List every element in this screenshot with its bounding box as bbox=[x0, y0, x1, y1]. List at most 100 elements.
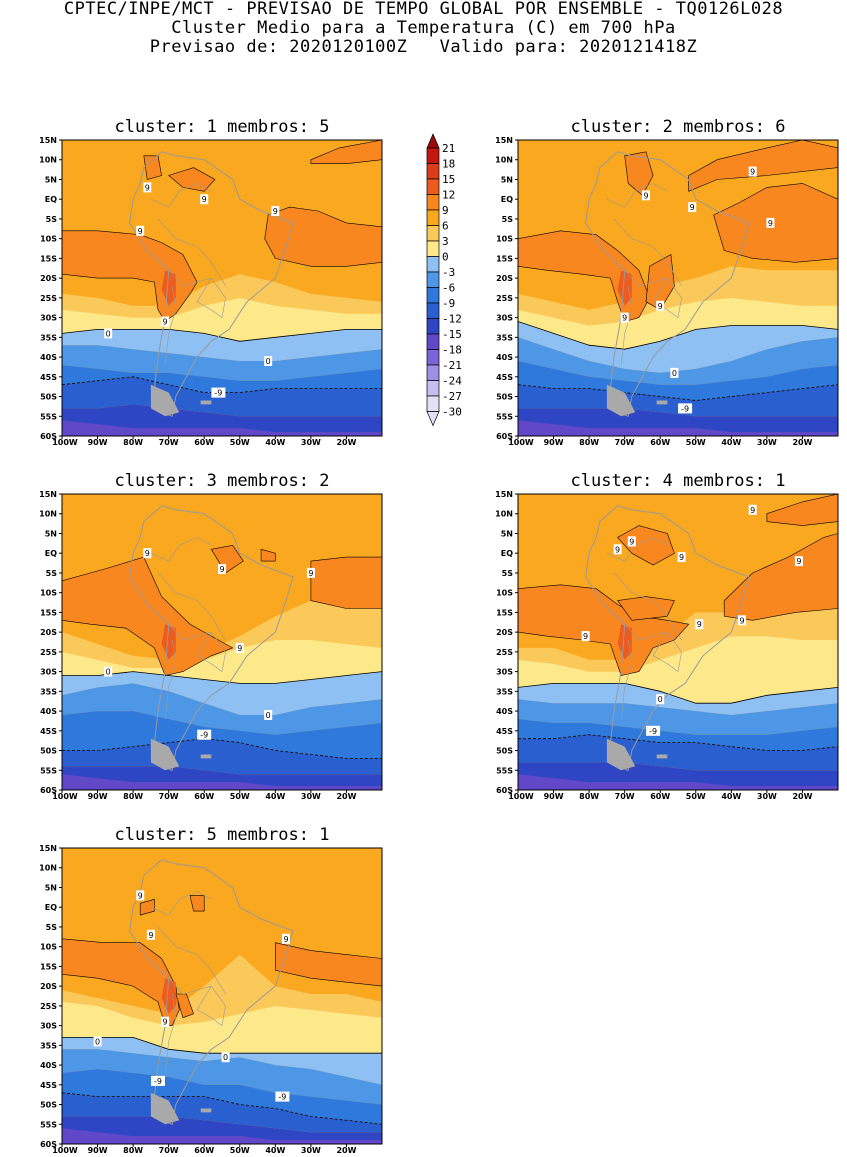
contour-label: 9 bbox=[690, 203, 695, 212]
contour-label-box bbox=[136, 890, 145, 901]
contour-label: 0 bbox=[266, 711, 271, 720]
x-tick-label: 60W bbox=[194, 438, 214, 447]
colorbar-label: -27 bbox=[442, 390, 462, 403]
x-tick-label: 30W bbox=[301, 438, 321, 447]
contour-label: 0 bbox=[658, 695, 663, 704]
contour-label-box bbox=[766, 217, 775, 228]
contour-label: 9 bbox=[629, 537, 634, 546]
y-tick-label: 15S bbox=[40, 608, 57, 617]
colorbar-label: -9 bbox=[442, 297, 455, 310]
band-m6-m3 bbox=[62, 683, 382, 735]
contour-label: 9 bbox=[145, 183, 150, 192]
contour-label: 9 bbox=[283, 935, 288, 944]
band-m3-0 bbox=[518, 321, 838, 373]
contour-label: 9 bbox=[148, 931, 153, 940]
warm-core-12 bbox=[161, 978, 176, 1014]
x-tick-label: 40W bbox=[265, 1146, 285, 1155]
x-tick-label: 70W bbox=[615, 792, 635, 801]
map-frame bbox=[61, 493, 383, 791]
coastline bbox=[129, 151, 294, 417]
contour-label-box bbox=[677, 552, 686, 563]
colorbar-label: 12 bbox=[442, 189, 455, 202]
colorbar-label: 18 bbox=[442, 158, 455, 171]
x-tick-label: 40W bbox=[265, 792, 285, 801]
map-frame bbox=[61, 139, 383, 437]
country-border bbox=[613, 572, 682, 641]
y-tick-label: 10N bbox=[39, 156, 57, 165]
x-tick-label: 30W bbox=[757, 438, 777, 447]
contour-label-box bbox=[104, 328, 113, 339]
y-tick-label: 60S bbox=[40, 432, 57, 441]
patagonia-land bbox=[606, 738, 636, 771]
y-tick-label: 60S bbox=[496, 432, 513, 441]
contour-label: 9 bbox=[138, 891, 143, 900]
country-border bbox=[164, 993, 177, 1074]
falkland-islands bbox=[200, 1108, 212, 1113]
panel-title: cluster: 4 membros: 1 bbox=[571, 471, 786, 491]
colorbar-bottom-arrow bbox=[426, 411, 440, 427]
y-tick-label: 10S bbox=[40, 235, 57, 244]
y-tick-label: 5N bbox=[45, 529, 57, 538]
contour-label-box bbox=[221, 1052, 230, 1063]
colorbar-swatch bbox=[426, 147, 440, 164]
y-tick-label: 35S bbox=[40, 1041, 57, 1050]
contour-label: 9 bbox=[750, 506, 755, 515]
warm-core-9-12 bbox=[139, 898, 155, 916]
header-line-3: Previsao de: 2020120100Z Valido para: 20… bbox=[149, 37, 698, 57]
header-line-2: Cluster Medio para a Temperatura (C) em … bbox=[171, 18, 676, 38]
y-tick-label: 30S bbox=[40, 314, 57, 323]
x-tick-label: 20W bbox=[792, 438, 812, 447]
y-tick-label: 5S bbox=[46, 215, 58, 224]
contour-0 bbox=[518, 321, 838, 350]
contour-m9 bbox=[518, 734, 838, 751]
contour-label-box bbox=[104, 666, 113, 677]
y-tick-label: 15N bbox=[39, 490, 57, 499]
map-frame bbox=[517, 493, 839, 791]
contour-label: 9 bbox=[615, 545, 620, 554]
x-tick-label: 80W bbox=[123, 1146, 143, 1155]
contour-label: 9 bbox=[697, 620, 702, 629]
x-tick-label: 20W bbox=[336, 438, 356, 447]
band-m12-m9 bbox=[518, 734, 838, 771]
contour-label-box bbox=[620, 312, 629, 323]
y-tick-label: 35S bbox=[496, 333, 513, 342]
contour-0 bbox=[62, 328, 382, 342]
y-tick-label: EQ bbox=[45, 549, 57, 558]
warm-core-9-12 bbox=[189, 895, 205, 912]
panel-title: cluster: 2 membros: 6 bbox=[571, 117, 786, 137]
contour-label: -9 bbox=[681, 404, 689, 413]
contour-label: 0 bbox=[95, 1037, 100, 1046]
contour-label-box bbox=[670, 367, 679, 378]
band-m3-0 bbox=[518, 683, 838, 715]
contour-label: -9 bbox=[200, 731, 208, 740]
x-tick-label: 50W bbox=[686, 438, 706, 447]
y-tick-label: 60S bbox=[40, 1140, 57, 1149]
y-tick-label: 10N bbox=[495, 510, 513, 519]
y-tick-label: 25S bbox=[40, 294, 57, 303]
contour-label-box bbox=[211, 387, 226, 398]
y-tick-label: 5S bbox=[502, 569, 514, 578]
patagonia-land bbox=[606, 384, 636, 417]
country-border bbox=[168, 623, 226, 672]
contour-label-box bbox=[656, 300, 665, 311]
contour-label-box bbox=[151, 1075, 165, 1086]
x-tick-label: 30W bbox=[301, 792, 321, 801]
y-tick-label: 5N bbox=[45, 883, 57, 892]
y-tick-label: 20S bbox=[40, 274, 57, 283]
y-tick-label: 20S bbox=[40, 982, 57, 991]
y-tick-label: 25S bbox=[40, 648, 57, 657]
patagonia-land bbox=[150, 738, 180, 771]
contour-label-box bbox=[136, 225, 145, 236]
band-0-3 bbox=[518, 297, 838, 350]
contour-label-box bbox=[264, 710, 273, 720]
y-tick-label: 30S bbox=[40, 668, 57, 677]
y-tick-label: 10S bbox=[496, 235, 513, 244]
warm-core-9-12 bbox=[766, 494, 838, 526]
contour-label: 0 bbox=[106, 329, 111, 338]
y-tick-label: 15S bbox=[496, 254, 513, 263]
y-tick-label: EQ bbox=[45, 903, 57, 912]
y-tick-label: 45S bbox=[40, 1081, 57, 1090]
contour-label: 9 bbox=[138, 227, 143, 236]
warm-core-9-12 bbox=[518, 230, 650, 322]
